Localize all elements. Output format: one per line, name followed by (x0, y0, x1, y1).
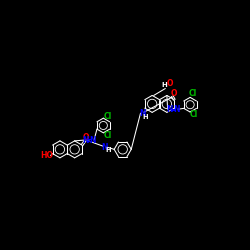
Text: Cl: Cl (104, 112, 112, 121)
Text: H: H (162, 82, 168, 88)
Text: Cl: Cl (190, 110, 198, 119)
Text: N: N (166, 105, 172, 114)
Text: Cl: Cl (188, 90, 196, 98)
Text: H: H (105, 147, 111, 153)
Text: N: N (139, 109, 145, 118)
Text: O: O (170, 89, 177, 98)
Text: N: N (82, 136, 89, 144)
Text: HO: HO (40, 151, 53, 160)
Text: H: H (142, 114, 148, 120)
Text: N: N (102, 142, 108, 152)
Text: O: O (167, 80, 173, 88)
Text: N: N (89, 136, 96, 144)
Text: O: O (83, 132, 89, 141)
Text: Cl: Cl (104, 131, 112, 140)
Text: N: N (173, 105, 180, 114)
